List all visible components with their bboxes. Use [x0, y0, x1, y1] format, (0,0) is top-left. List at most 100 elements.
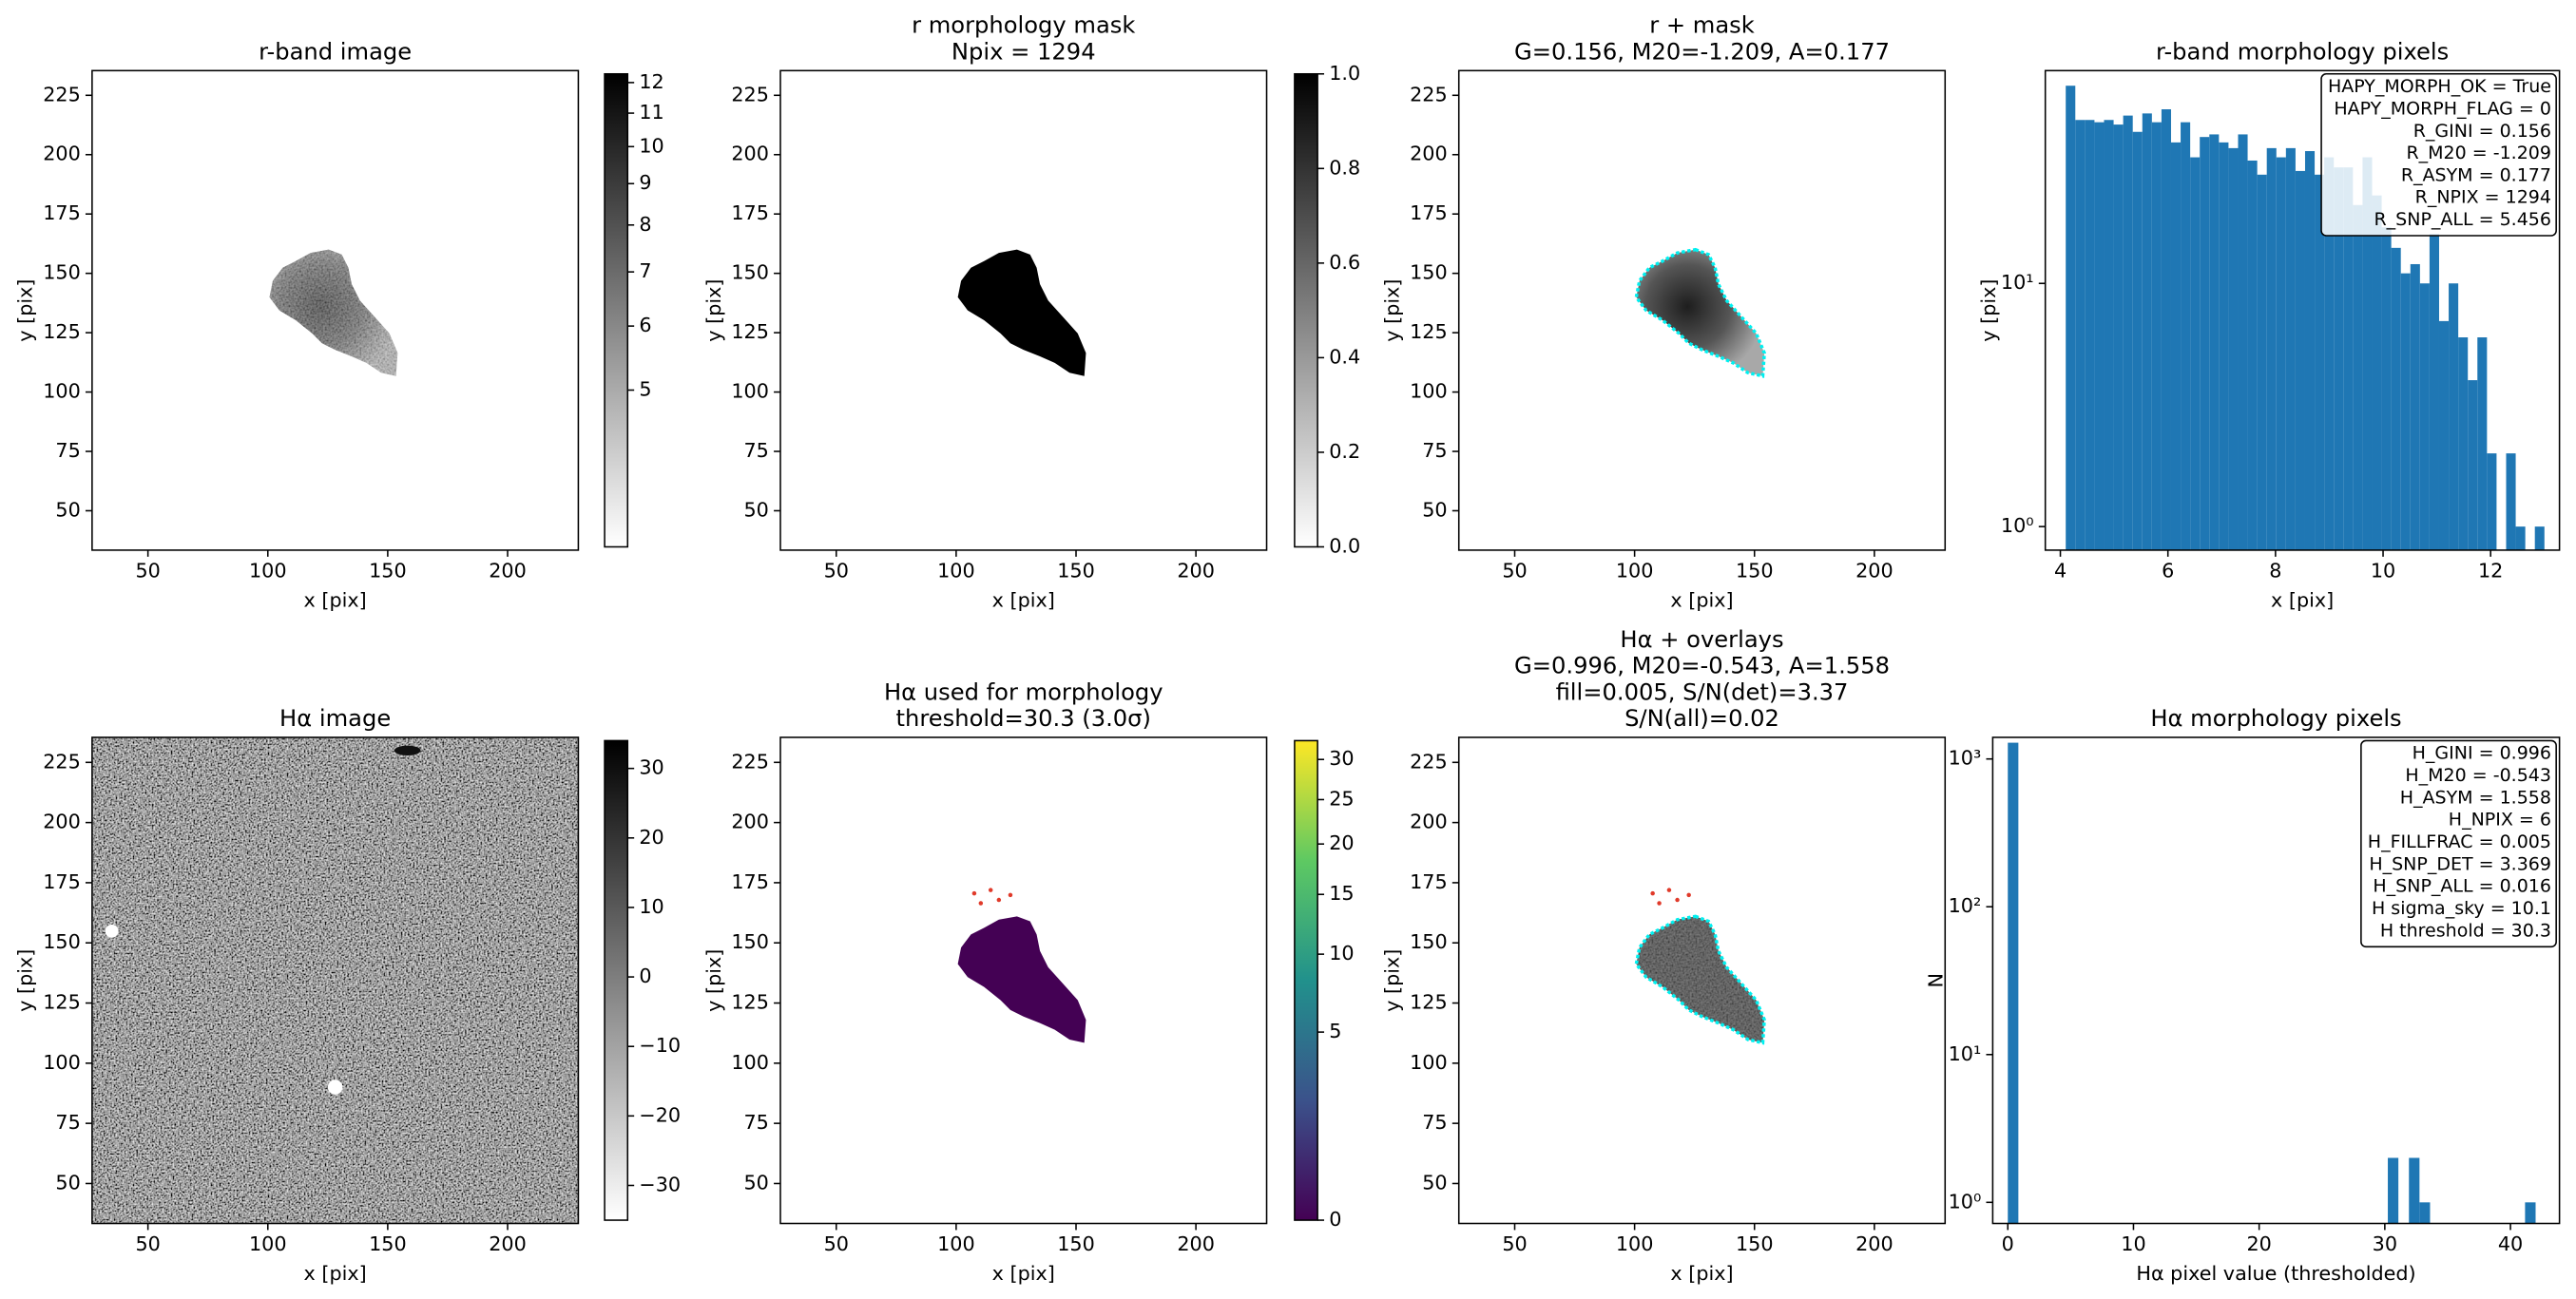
axes-frame — [1991, 736, 2561, 1225]
image-area — [269, 249, 398, 376]
panel-title: Hα used for morphology — [884, 678, 1163, 705]
colorbar — [604, 739, 629, 1221]
x-axis-label: x [pix] — [992, 589, 1055, 612]
stats-line: H_ASYM = 1.558 — [2400, 787, 2551, 808]
dark-spot — [394, 745, 421, 755]
x-tick-label: 50 — [824, 559, 849, 582]
y-axis-label: y [pix] — [14, 279, 37, 342]
bar — [2315, 174, 2325, 550]
x-tick-label: 200 — [489, 559, 527, 582]
bar — [2151, 122, 2162, 550]
y-axis-label: y [pix] — [1381, 279, 1404, 342]
colorbar-tick-label: −20 — [639, 1103, 681, 1126]
x-tick-label: 10 — [2121, 1232, 2145, 1255]
axes-frame — [779, 69, 1268, 551]
y-tick-label: 125 — [731, 991, 769, 1014]
image-area — [1634, 888, 1766, 1045]
x-tick-label: 100 — [249, 559, 287, 582]
x-tick-label: 50 — [135, 559, 160, 582]
bar — [2343, 167, 2354, 550]
y-tick-label: 175 — [43, 201, 81, 224]
y-tick-label: 125 — [1410, 991, 1448, 1014]
axes-frame — [779, 736, 1268, 1225]
y-tick-label: 175 — [731, 201, 769, 224]
bar — [2449, 283, 2459, 550]
panel-title: r-band image — [259, 38, 412, 65]
y-tick-label: 75 — [55, 439, 80, 462]
y-tick-label: 10⁰ — [2001, 514, 2034, 537]
stats-line: R_GINI = 0.156 — [2413, 121, 2551, 142]
bar — [2534, 526, 2545, 550]
stats-line: H_SNP_ALL = 0.016 — [2373, 876, 2551, 897]
y-tick-label: 150 — [1410, 261, 1448, 284]
source-region — [269, 249, 398, 376]
bar — [2219, 142, 2229, 550]
bar — [2257, 174, 2267, 550]
bar — [2458, 337, 2469, 550]
x-tick-label: 0 — [2002, 1232, 2014, 1255]
bar — [2487, 453, 2497, 550]
stats-line: R_ASYM = 0.177 — [2401, 164, 2551, 185]
colorbar-tick-label: 0.2 — [1329, 440, 1360, 463]
x-axis-label: x [pix] — [304, 1262, 367, 1285]
panel-title: fill=0.005, S/N(det)=3.37 — [1556, 678, 1849, 705]
panel-title: r + mask — [1649, 12, 1755, 39]
panel-title: Npix = 1294 — [952, 38, 1096, 65]
x-tick-label: 200 — [1855, 1232, 1894, 1255]
bar — [2468, 380, 2478, 550]
x-tick-label: 200 — [489, 1232, 527, 1255]
colorbar-tick-label: 20 — [1329, 831, 1354, 854]
colorbar-tick-label: 11 — [639, 101, 663, 124]
colorbar-tick-label: 0.4 — [1329, 345, 1360, 368]
image-area — [957, 249, 1086, 376]
colorbar-tick-label: 10 — [1329, 942, 1354, 965]
bar — [2228, 147, 2239, 550]
colorbar-tick-label: 1.0 — [1329, 62, 1360, 85]
y-tick-label: 200 — [1410, 143, 1448, 165]
bar — [2094, 122, 2105, 550]
panel-title: G=0.996, M20=-0.543, A=1.558 — [1514, 653, 1890, 679]
bar — [2372, 195, 2382, 550]
bar — [2132, 131, 2143, 550]
colorbar — [604, 72, 629, 548]
stats-box-frame — [2320, 72, 2557, 237]
stats-line: H_NPIX = 6 — [2449, 810, 2551, 831]
y-tick-label: 10² — [1949, 894, 1982, 917]
y-tick-label: 200 — [43, 811, 81, 833]
y-tick-label: 150 — [43, 930, 81, 953]
stats-line: R_M20 = -1.209 — [2406, 143, 2551, 163]
axes-frame — [2044, 69, 2561, 551]
colorbar-tick-label: 12 — [639, 70, 663, 93]
panel-title: r-band morphology pixels — [2156, 38, 2449, 65]
x-tick-label: 150 — [1736, 559, 1774, 582]
y-tick-label: 150 — [731, 261, 769, 284]
x-tick-label: 200 — [1177, 559, 1215, 582]
x-tick-label: 150 — [369, 559, 407, 582]
y-tick-label: 225 — [1410, 83, 1448, 105]
bar — [2276, 157, 2286, 550]
y-tick-label: 150 — [731, 930, 769, 953]
bar — [2075, 120, 2086, 550]
y-tick-label: 125 — [1410, 320, 1448, 343]
noise-image — [91, 736, 579, 1224]
panel-title: Hα image — [279, 705, 391, 732]
bar — [2438, 320, 2450, 550]
detected-pixel — [1686, 892, 1691, 898]
axes-frame — [1457, 69, 1947, 551]
colorbar-tick-label: 0.6 — [1329, 251, 1360, 274]
y-tick-label: 125 — [43, 991, 81, 1014]
bar — [2181, 122, 2191, 550]
x-tick-label: 8 — [2269, 559, 2281, 582]
source-region — [957, 249, 1086, 376]
colorbar-tick-label: 10 — [639, 895, 663, 918]
bar — [2209, 134, 2220, 550]
y-tick-label: 100 — [1410, 380, 1448, 403]
stats-line: H_SNP_DET = 3.369 — [2369, 853, 2551, 874]
x-tick-label: 30 — [2373, 1232, 2397, 1255]
x-tick-label: 200 — [1177, 1232, 1215, 1255]
colorbar-tick-label: 10 — [639, 134, 663, 157]
bright-spot — [327, 1079, 343, 1095]
y-tick-label: 225 — [731, 750, 769, 773]
